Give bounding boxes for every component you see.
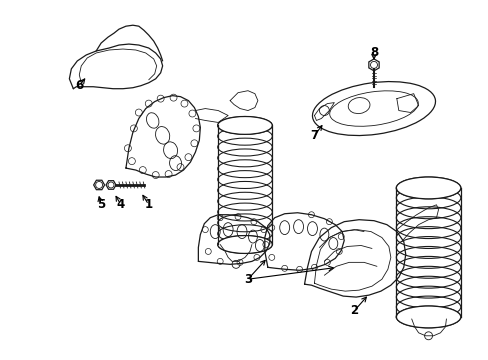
Text: 8: 8 bbox=[369, 46, 377, 59]
Text: 3: 3 bbox=[244, 273, 251, 286]
Text: 2: 2 bbox=[349, 305, 358, 318]
Ellipse shape bbox=[395, 177, 460, 199]
Text: 7: 7 bbox=[310, 129, 318, 142]
Text: 1: 1 bbox=[144, 198, 152, 211]
Text: 6: 6 bbox=[75, 79, 83, 92]
Ellipse shape bbox=[217, 117, 272, 134]
Text: 5: 5 bbox=[97, 198, 105, 211]
Ellipse shape bbox=[395, 306, 460, 328]
Ellipse shape bbox=[217, 235, 272, 253]
Text: 4: 4 bbox=[117, 198, 125, 211]
